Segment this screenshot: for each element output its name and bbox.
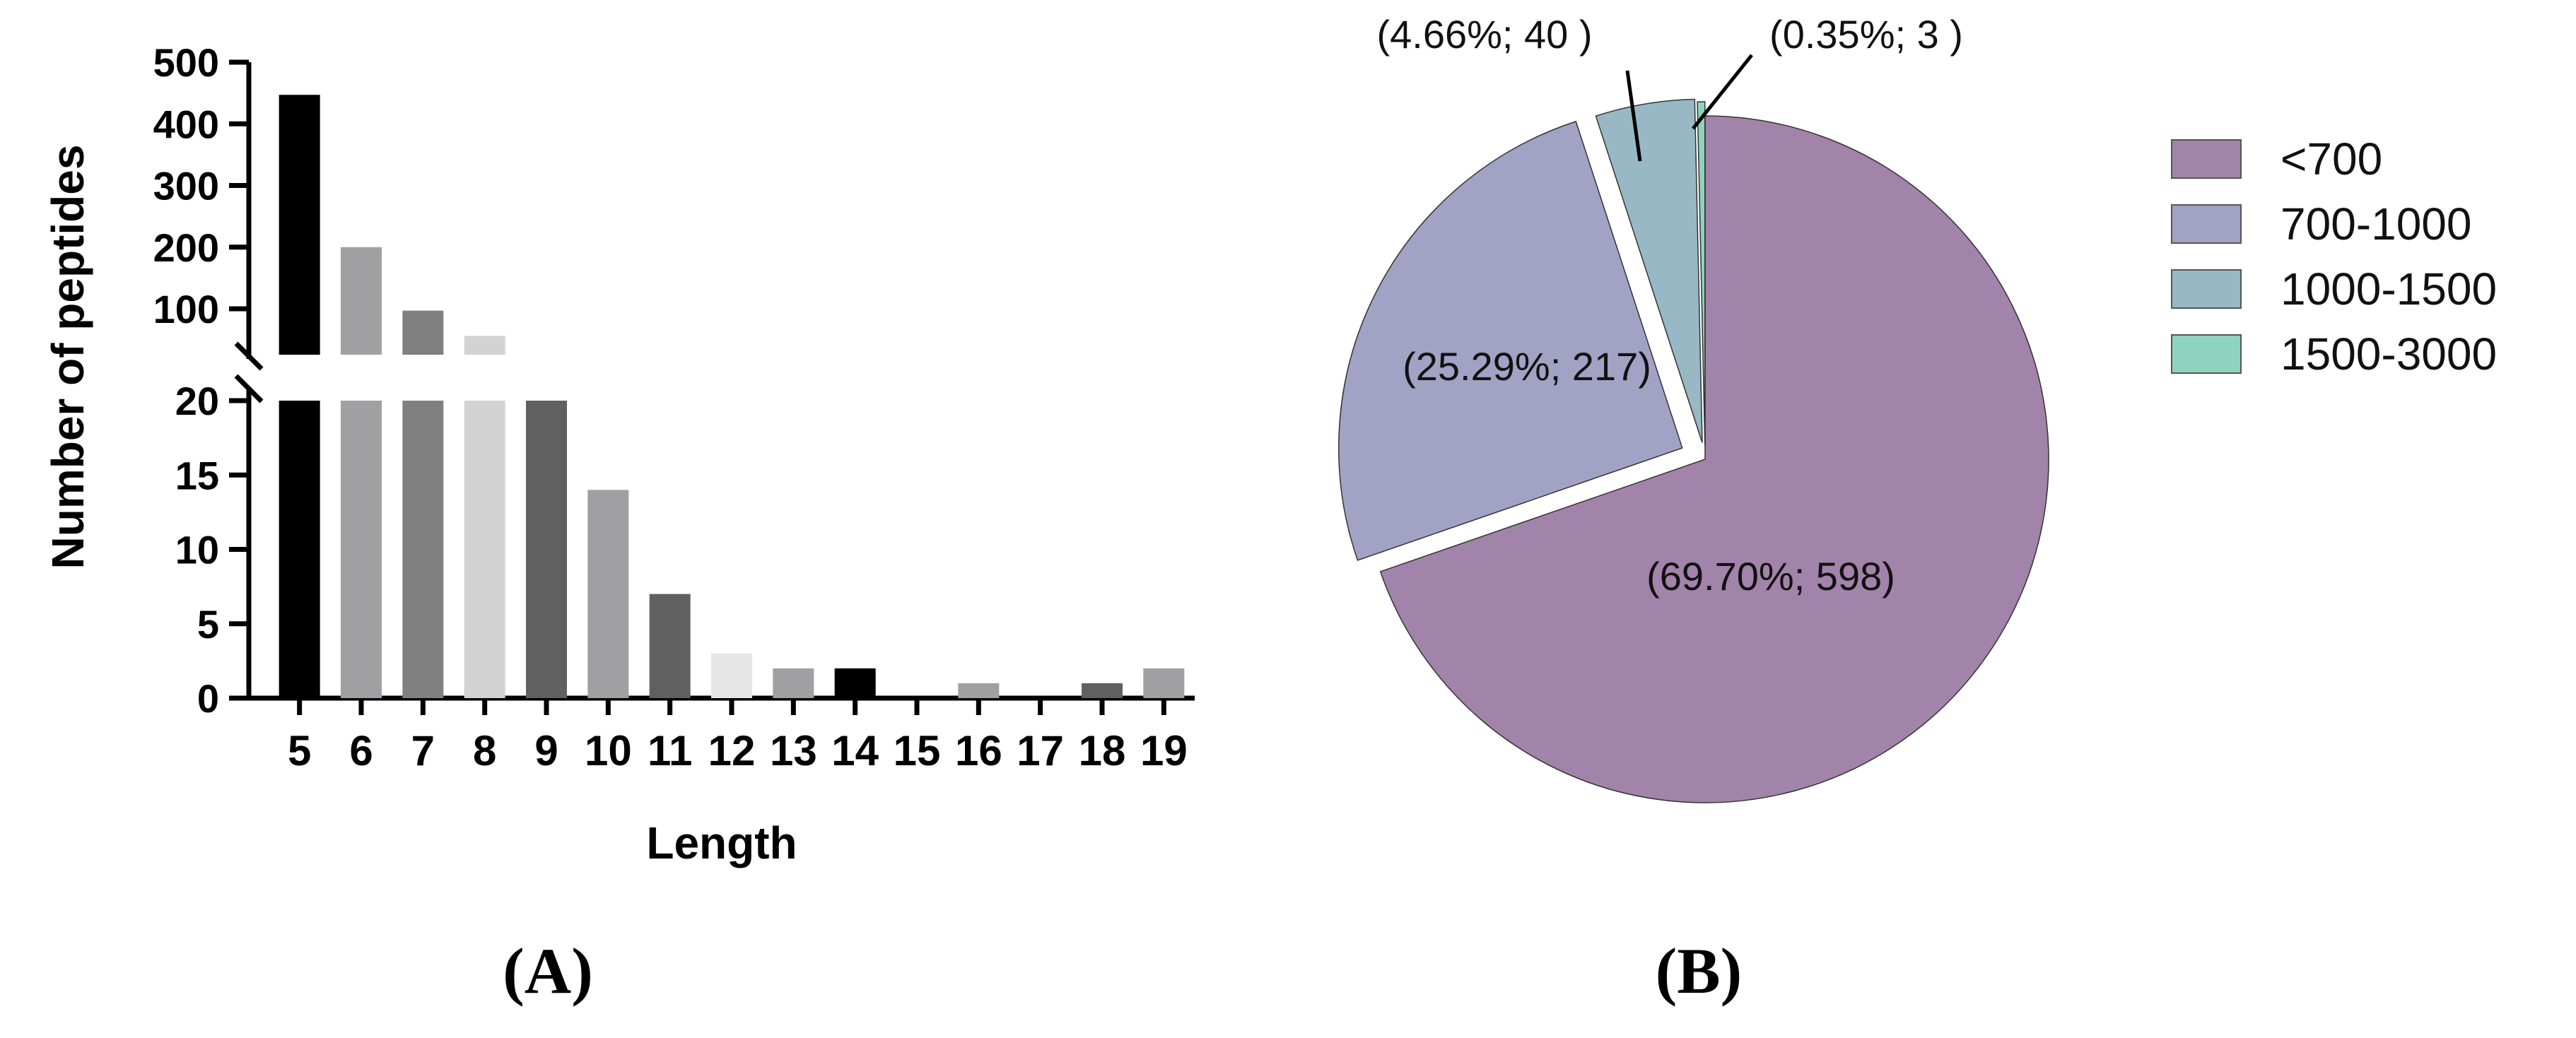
x-tick-label: 11 <box>648 727 692 774</box>
slice-label: (25.29%; 217) <box>1403 344 1651 389</box>
bar <box>526 401 567 698</box>
legend-label: <700 <box>2281 134 2382 184</box>
x-tick-label: 5 <box>288 727 311 774</box>
x-tick-label: 16 <box>955 727 1002 774</box>
bar <box>587 490 629 698</box>
x-tick-label: 14 <box>831 727 879 774</box>
bar-upper-segment <box>341 247 382 355</box>
legend-label: 1000-1500 <box>2281 264 2497 314</box>
legend-label: 1500-3000 <box>2281 329 2497 379</box>
y-axis-title: Number of peptides <box>42 145 93 570</box>
x-tick-label: 12 <box>708 727 756 774</box>
x-tick-label: 19 <box>1140 727 1188 774</box>
x-tick-label: 6 <box>349 727 373 774</box>
bar <box>1082 683 1123 698</box>
bar-upper-segment <box>464 336 505 355</box>
legend-swatch <box>2171 204 2242 244</box>
leader-line <box>1692 54 1753 130</box>
x-tick-label: 8 <box>473 727 496 774</box>
x-tick-label: 13 <box>770 727 817 774</box>
x-tick-label: 18 <box>1079 727 1126 774</box>
bar-upper-segment <box>402 310 444 355</box>
legend-swatch <box>2171 139 2242 179</box>
y-tick-label: 10 <box>175 528 219 572</box>
pie-chart: (69.70%; 598) (25.29%; 217) (4.66%; 40 ) (0… <box>1338 12 2497 803</box>
legend-label: 700-1000 <box>2281 199 2471 249</box>
y-tick-label: 0 <box>197 676 219 721</box>
pie-slice <box>1595 98 1703 443</box>
panel-label-b: (B) <box>1656 935 1743 1007</box>
bar <box>711 653 752 698</box>
bar <box>279 401 320 698</box>
axis-break-mark <box>234 374 264 403</box>
y-tick-label: 200 <box>153 225 219 270</box>
axis-break-mark <box>234 341 264 371</box>
bar <box>649 594 691 698</box>
pie-slice <box>1338 120 1683 561</box>
y-tick-label: 100 <box>153 287 219 331</box>
bar <box>1143 668 1185 698</box>
bar <box>341 401 382 698</box>
bar <box>834 668 876 698</box>
x-tick-label: 7 <box>411 727 435 774</box>
leader-line <box>1625 70 1642 162</box>
y-tick-label: 20 <box>175 379 219 423</box>
y-tick-label: 5 <box>197 602 219 647</box>
y-tick-label: 500 <box>153 40 219 85</box>
slice-label: (0.35%; 3 ) <box>1769 12 1963 57</box>
y-tick-label: 400 <box>153 102 219 146</box>
x-axis-title: Length <box>646 818 797 868</box>
bar <box>958 683 1000 698</box>
slice-label: (69.70%; 598) <box>1646 554 1895 598</box>
bar-upper-segment <box>279 95 320 355</box>
pie-slice <box>1379 115 2049 803</box>
x-tick-label: 9 <box>534 727 558 774</box>
slice-label: (4.66%; 40 ) <box>1376 12 1592 57</box>
x-tick-label: 10 <box>585 727 632 774</box>
y-tick-label: 15 <box>175 453 219 497</box>
pie-slice <box>1697 101 1706 446</box>
x-tick-label: 15 <box>894 727 941 774</box>
bar <box>464 401 505 698</box>
legend-swatch <box>2171 334 2242 374</box>
panel-label-a: (A) <box>503 935 593 1007</box>
bar <box>773 668 814 698</box>
bar <box>402 401 444 698</box>
y-tick-label: 300 <box>153 164 219 208</box>
legend-swatch <box>2171 269 2242 309</box>
x-tick-label: 17 <box>1017 727 1064 774</box>
